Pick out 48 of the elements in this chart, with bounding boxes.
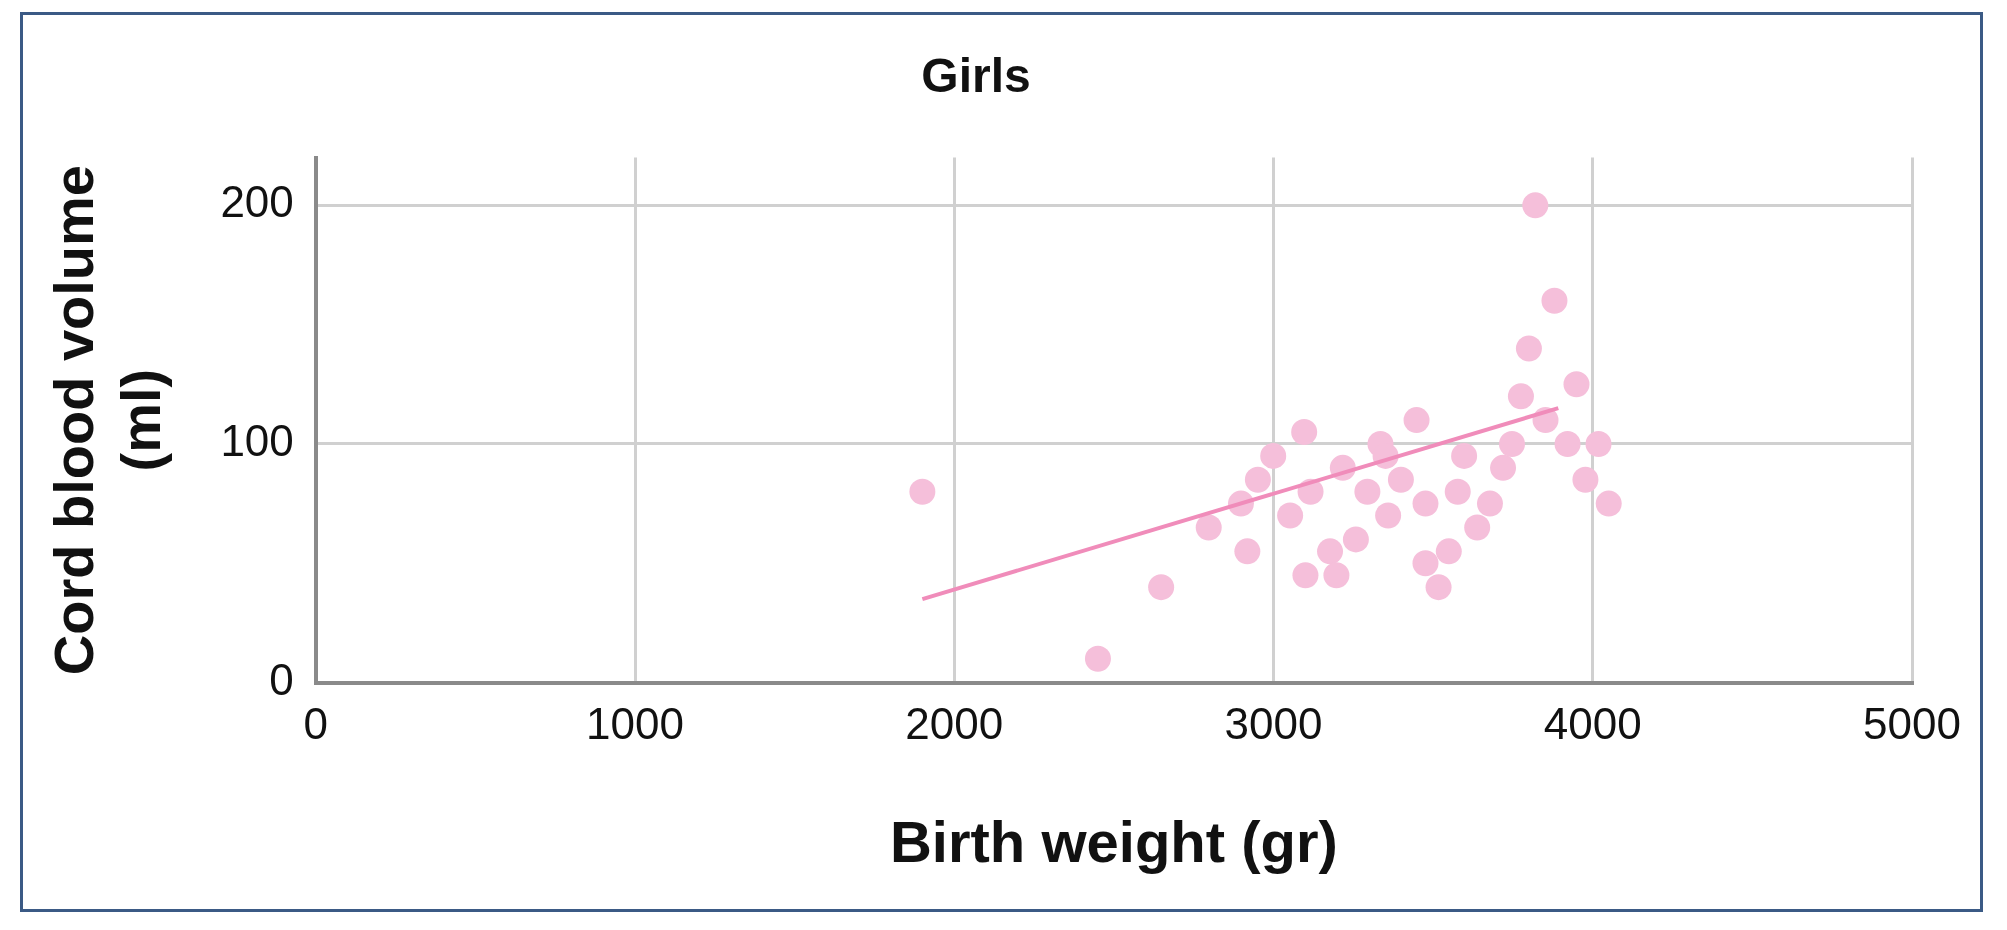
point <box>1387 466 1414 493</box>
point <box>1476 490 1503 517</box>
point <box>1507 383 1534 410</box>
point <box>1541 287 1568 314</box>
point <box>1451 442 1478 469</box>
x-axis-title: Birth weight (gr) <box>889 809 1338 875</box>
point <box>1195 514 1222 541</box>
point <box>1425 574 1452 601</box>
point <box>1317 538 1344 565</box>
x-tick-label: 5000 <box>1863 699 1961 749</box>
point <box>1522 192 1549 219</box>
x-tick-label: 3000 <box>1224 699 1323 749</box>
point <box>909 478 936 505</box>
point <box>1515 335 1542 362</box>
point <box>1412 490 1439 517</box>
y-tick-label: 0 <box>269 654 294 704</box>
x-tick-label: 4000 <box>1543 699 1642 749</box>
point <box>1292 562 1319 589</box>
point <box>1260 442 1287 469</box>
point <box>1375 502 1402 529</box>
point <box>1435 538 1462 565</box>
y-axis-title: Cord blood volume (ml) <box>42 164 173 676</box>
point <box>1234 538 1261 565</box>
point <box>1244 466 1271 493</box>
point <box>1585 430 1612 457</box>
point <box>1277 502 1304 529</box>
point <box>1595 490 1622 517</box>
point <box>1148 574 1175 601</box>
point <box>1403 407 1430 434</box>
chart-title: Girls <box>921 49 1031 103</box>
point <box>1563 371 1590 398</box>
point <box>1444 478 1471 505</box>
point <box>1084 645 1111 672</box>
point <box>1342 526 1369 553</box>
x-tick-label: 2000 <box>905 699 1004 749</box>
point <box>1490 454 1517 481</box>
point <box>1498 430 1525 457</box>
point <box>1554 430 1581 457</box>
y-tick-label: 100 <box>220 416 294 466</box>
point <box>1412 550 1439 577</box>
x-tick-label: 0 <box>303 699 329 749</box>
point <box>1291 419 1318 446</box>
x-tick-label: 1000 <box>586 699 684 749</box>
point <box>1323 562 1350 589</box>
point <box>1572 466 1599 493</box>
y-tick-label: 200 <box>220 177 294 227</box>
point <box>1464 514 1491 541</box>
point <box>1354 478 1381 505</box>
